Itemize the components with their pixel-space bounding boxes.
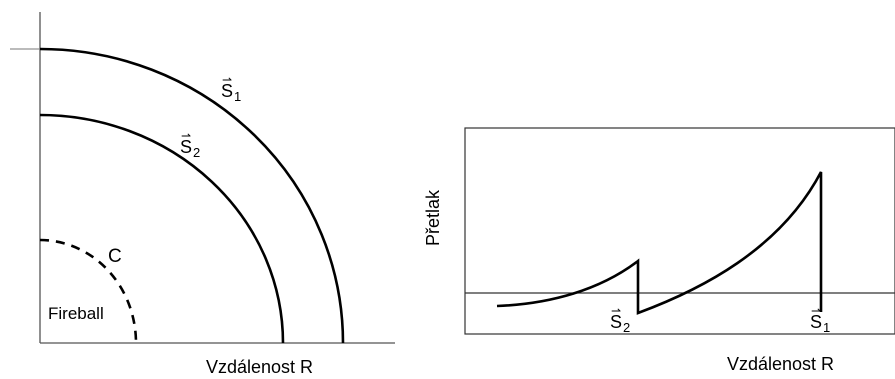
shock-front-s2-arc: [39, 113, 285, 344]
fireball-label: Fireball: [48, 304, 104, 323]
vector-arrow-icon: ⇀: [811, 304, 822, 318]
front-label-s2: ⇀ S2: [180, 129, 201, 160]
vector-arrow-icon: ⇀: [611, 304, 622, 318]
fireball-edge-label-c: C: [108, 246, 122, 267]
shock-front-s1-arc: [39, 47, 345, 344]
right-x-axis-label: Vzdálenost R: [727, 354, 835, 374]
pressure-plot-frame: [464, 127, 895, 335]
front-label-s1: ⇀ S1: [221, 73, 242, 104]
marker-label-s1: ⇀ S1: [810, 304, 831, 335]
right-diagram: [464, 127, 895, 335]
marker-label-s2: ⇀ S2: [610, 304, 631, 335]
right-y-axis-label: Přetlak: [423, 189, 443, 246]
left-diagram: [10, 12, 395, 344]
vector-arrow-icon: ⇀: [222, 73, 233, 87]
fireball-boundary-c: [39, 238, 138, 344]
vector-arrow-icon: ⇀: [181, 129, 192, 143]
left-x-axis-label: Vzdálenost R: [206, 357, 314, 377]
overpressure-curve: [496, 171, 823, 315]
